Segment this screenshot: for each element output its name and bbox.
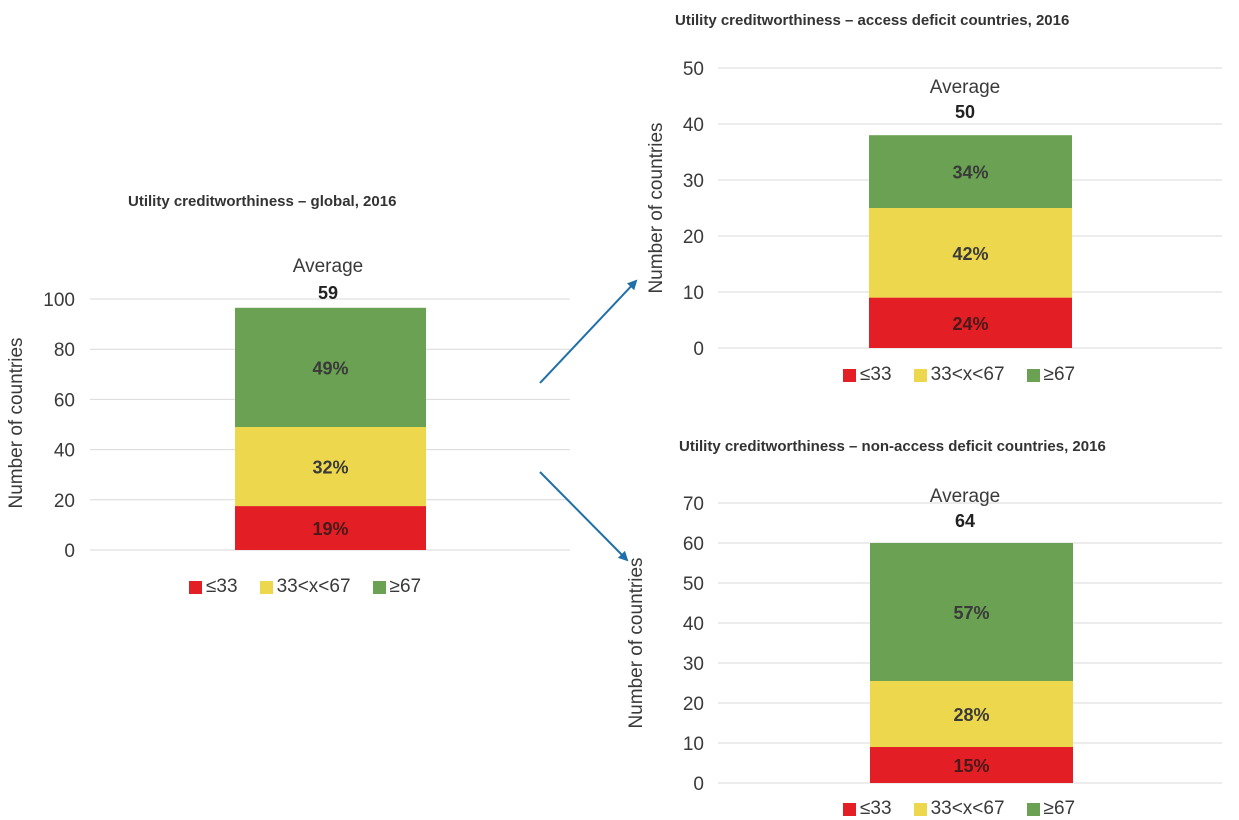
legend-item-low: ≤33	[843, 364, 892, 386]
data-label: 42%	[952, 244, 988, 264]
legend-item-mid: 33<x<67	[913, 364, 1005, 386]
y-tick-label: 40	[683, 115, 704, 136]
legend-swatch-green	[1026, 368, 1040, 382]
y-tick-label: 60	[683, 534, 704, 555]
y-tick-label: 20	[683, 694, 704, 715]
chart-title: Utility creditworthiness – non-access de…	[679, 438, 1106, 455]
y-tick-label: 80	[54, 340, 75, 361]
legend-label: ≥67	[1043, 364, 1076, 385]
legend-item-mid: 33<x<67	[259, 576, 351, 598]
average-label: Average	[930, 486, 1000, 507]
legend-swatch-red	[189, 580, 202, 594]
bar-segment	[235, 427, 426, 507]
legend-label: ≥67	[389, 576, 422, 597]
chart-legend: ≤33 33<x<67 ≥67	[189, 576, 421, 598]
data-label: 24%	[952, 314, 988, 334]
average-value: 59	[318, 283, 338, 303]
data-label: 34%	[952, 163, 988, 183]
legend-item-high: ≥67	[1026, 798, 1076, 820]
bar-segment	[870, 747, 1073, 783]
legend-label: 33<x<67	[930, 798, 1005, 819]
y-tick-label: 10	[683, 283, 704, 304]
data-label: 57%	[953, 603, 989, 623]
legend-item-low: ≤33	[843, 798, 892, 820]
legend-swatch-green	[1026, 802, 1040, 816]
legend-label: 33<x<67	[930, 364, 1005, 385]
y-tick-label: 10	[683, 734, 704, 755]
data-label: 28%	[953, 705, 989, 725]
y-tick-label: 70	[683, 494, 704, 515]
legend-label: ≤33	[860, 798, 892, 819]
bar-segment	[235, 506, 426, 550]
data-label: 15%	[953, 756, 989, 776]
y-tick-label: 30	[683, 171, 704, 192]
legend-label: ≤33	[860, 364, 892, 385]
legend-label: 33<x<67	[276, 576, 351, 597]
y-tick-label: 20	[54, 491, 75, 512]
bar-segment	[869, 135, 1072, 208]
legend-item-low: ≤33	[189, 576, 238, 598]
data-label: 49%	[312, 358, 348, 378]
y-tick-label: 0	[693, 774, 704, 795]
y-tick-label: 0	[64, 541, 75, 562]
y-axis-label: Number of countries	[6, 337, 27, 508]
legend-swatch-green	[372, 580, 386, 594]
bar-segment	[870, 543, 1073, 681]
average-label: Average	[293, 256, 363, 277]
chart-title: Utility creditworthiness – access defici…	[675, 12, 1070, 29]
legend-swatch-yellow	[913, 802, 927, 816]
legend-swatch-yellow	[259, 580, 273, 594]
legend-swatch-red	[843, 368, 856, 382]
legend-item-high: ≥67	[1026, 364, 1076, 386]
bar-segment	[869, 297, 1072, 348]
y-axis-label: Number of countries	[646, 122, 667, 293]
legend-label: ≤33	[206, 576, 238, 597]
arrow-to-access-deficit	[539, 279, 638, 384]
y-tick-label: 20	[683, 227, 704, 248]
legend-item-mid: 33<x<67	[913, 798, 1005, 820]
bar-segment	[869, 208, 1072, 298]
legend-swatch-yellow	[913, 368, 927, 382]
y-tick-label: 0	[693, 339, 704, 360]
data-label: 32%	[312, 458, 348, 478]
legend-label: ≥67	[1043, 798, 1076, 819]
y-tick-label: 50	[683, 59, 704, 80]
y-tick-label: 30	[683, 654, 704, 675]
y-axis-label: Number of countries	[626, 557, 647, 728]
legend-item-high: ≥67	[372, 576, 422, 598]
chart-title: Utility creditworthiness – global, 2016	[128, 193, 397, 210]
chart-legend: ≤33 33<x<67 ≥67	[843, 798, 1075, 820]
legend-swatch-red	[843, 802, 856, 816]
bar-segment	[870, 681, 1073, 747]
average-value: 50	[955, 102, 975, 122]
arrow-to-non-access-deficit	[539, 471, 629, 562]
y-tick-label: 50	[683, 574, 704, 595]
average-label: Average	[930, 77, 1000, 98]
y-tick-label: 40	[54, 441, 75, 462]
average-value: 64	[955, 511, 975, 531]
data-label: 19%	[312, 519, 348, 539]
bar-segment	[235, 307, 426, 428]
chart-legend: ≤33 33<x<67 ≥67	[843, 364, 1075, 386]
y-tick-label: 60	[54, 390, 75, 411]
y-tick-label: 40	[683, 614, 704, 635]
y-tick-label: 100	[43, 290, 75, 311]
